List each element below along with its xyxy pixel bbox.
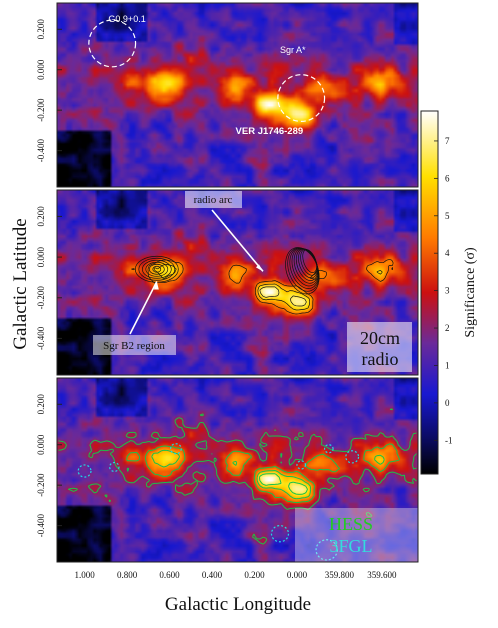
label-sgrb2: Sgr B2 region: [103, 340, 165, 352]
contour-line: [259, 473, 308, 495]
colorbar-tick-label: 5: [445, 211, 450, 221]
contour-line: [58, 408, 417, 545]
3fgl-circle: [170, 443, 182, 455]
colorbar-tick-label: 1: [445, 360, 450, 370]
contour-layer: [58, 408, 417, 561]
source-circle: [277, 74, 326, 122]
contour-line: [259, 286, 307, 307]
contour-line: [131, 259, 394, 315]
legend-3fgl: 3FGL: [329, 536, 372, 556]
y-tick-label: -0.400: [36, 326, 46, 350]
x-tick-labels: 1.000 0.800 0.600 0.400 0.200 0.000 359.800 359…: [74, 570, 397, 580]
colorbar-tick-label: 7: [445, 136, 450, 146]
arrow-head: [153, 281, 159, 290]
panel-frame: [56, 377, 419, 563]
y-tick-label: 0.000: [36, 434, 46, 455]
colorbar-ticks: 7 6 5 4 3 2 1 0 -1: [434, 136, 453, 445]
y-tick-label: -0.400: [36, 138, 46, 162]
x-tick-label: 0.600: [159, 570, 180, 580]
y-tick-label: -0.400: [36, 513, 46, 537]
radio-contour: [148, 263, 165, 275]
y-tick-labels: 0.200 0.000 -0.200 -0.400: [36, 19, 62, 162]
label-g09: G0.9+0.1: [108, 14, 145, 24]
x-tick-label: 1.000: [74, 570, 95, 580]
arrow-sgrb2: [129, 281, 158, 335]
label-ver: VER J1746-289: [236, 126, 304, 137]
label-radio-arc: radio arc: [194, 194, 233, 206]
colorbar-gradient: [420, 110, 439, 475]
source-circle: [88, 19, 137, 68]
radio-arc-box: [185, 191, 242, 208]
y-axis-title: Galactic Latitude: [10, 218, 31, 349]
radio-contour: [141, 259, 172, 279]
arrow-head: [255, 264, 263, 272]
label-sgra: Sgr A*: [280, 45, 306, 55]
colorbar-tick-label: 0: [445, 398, 450, 408]
colorbar-tick-label: 2: [445, 323, 450, 333]
sgrb2-box: [93, 335, 176, 355]
3fgl-circle: [109, 461, 120, 473]
y-tick-labels: 0.200 0.000 -0.200 -0.400: [36, 206, 62, 350]
colorbar: 7 6 5 4 3 2 1 0 -1 Significance (σ): [420, 110, 478, 475]
radio-contour: [145, 261, 169, 277]
radio-contour: [285, 247, 320, 295]
contour-line: [151, 449, 385, 500]
3fgl-circle: [345, 450, 360, 464]
colorbar-tick-label: 4: [445, 248, 450, 258]
x-axis-title: Galactic Longitude: [165, 594, 311, 615]
3fgl-circle: [296, 460, 307, 470]
x-tick-label: 0.000: [287, 570, 308, 580]
x-tick-label: 0.200: [244, 570, 265, 580]
x-tick-label: 0.400: [202, 570, 223, 580]
y-tick-label: 0.200: [36, 394, 46, 415]
panel-frame: [56, 2, 419, 188]
contour-layer: [131, 247, 394, 315]
x-tick-label: 0.800: [117, 570, 138, 580]
arrow-radio-arc: [211, 209, 264, 272]
radio-legend-text: 20cm: [360, 328, 400, 348]
y-tick-label: 0.200: [36, 19, 46, 40]
panel-frame: [56, 189, 419, 376]
y-tick-labels: 0.200 0.000 -0.200 -0.400: [36, 394, 62, 537]
3fgl-circle: [270, 525, 290, 543]
3fgl-circle: [315, 539, 338, 561]
legend-hess: HESS: [329, 514, 373, 534]
heatmap-image: [57, 3, 418, 187]
contour-line: [126, 443, 401, 504]
hess-legend-box: [295, 508, 418, 562]
radio-legend-box: [347, 322, 412, 372]
colorbar-label: Significance (σ): [463, 247, 478, 338]
y-tick-label: 0.200: [36, 206, 46, 227]
colorbar-tick-label: 3: [445, 286, 450, 296]
y-tick-label: 0.000: [36, 246, 46, 267]
3fgl-circle: [77, 464, 92, 478]
radio-legend-text: radio: [362, 349, 399, 369]
y-tick-label: -0.200: [36, 286, 46, 310]
radio-contour: [138, 257, 176, 281]
colorbar-tick-label: 6: [445, 173, 450, 183]
annotation-layer: G0.9+0.1 Sgr A* VER J1746-289: [88, 14, 326, 137]
y-tick-label: 0.000: [36, 59, 46, 80]
x-tick-label: 359.800: [325, 570, 355, 580]
x-tick-label: 359.600: [367, 570, 397, 580]
panel-top: G0.9+0.1 Sgr A* VER J1746-289 0.200 0.000 -0…: [36, 2, 419, 188]
radio-contour: [152, 265, 162, 273]
3fgl-circle: [323, 444, 334, 454]
y-tick-label: -0.200: [36, 473, 46, 497]
y-tick-label: -0.200: [36, 98, 46, 122]
colorbar-tick-label: -1: [445, 435, 453, 445]
heatmap-image: [57, 378, 418, 562]
